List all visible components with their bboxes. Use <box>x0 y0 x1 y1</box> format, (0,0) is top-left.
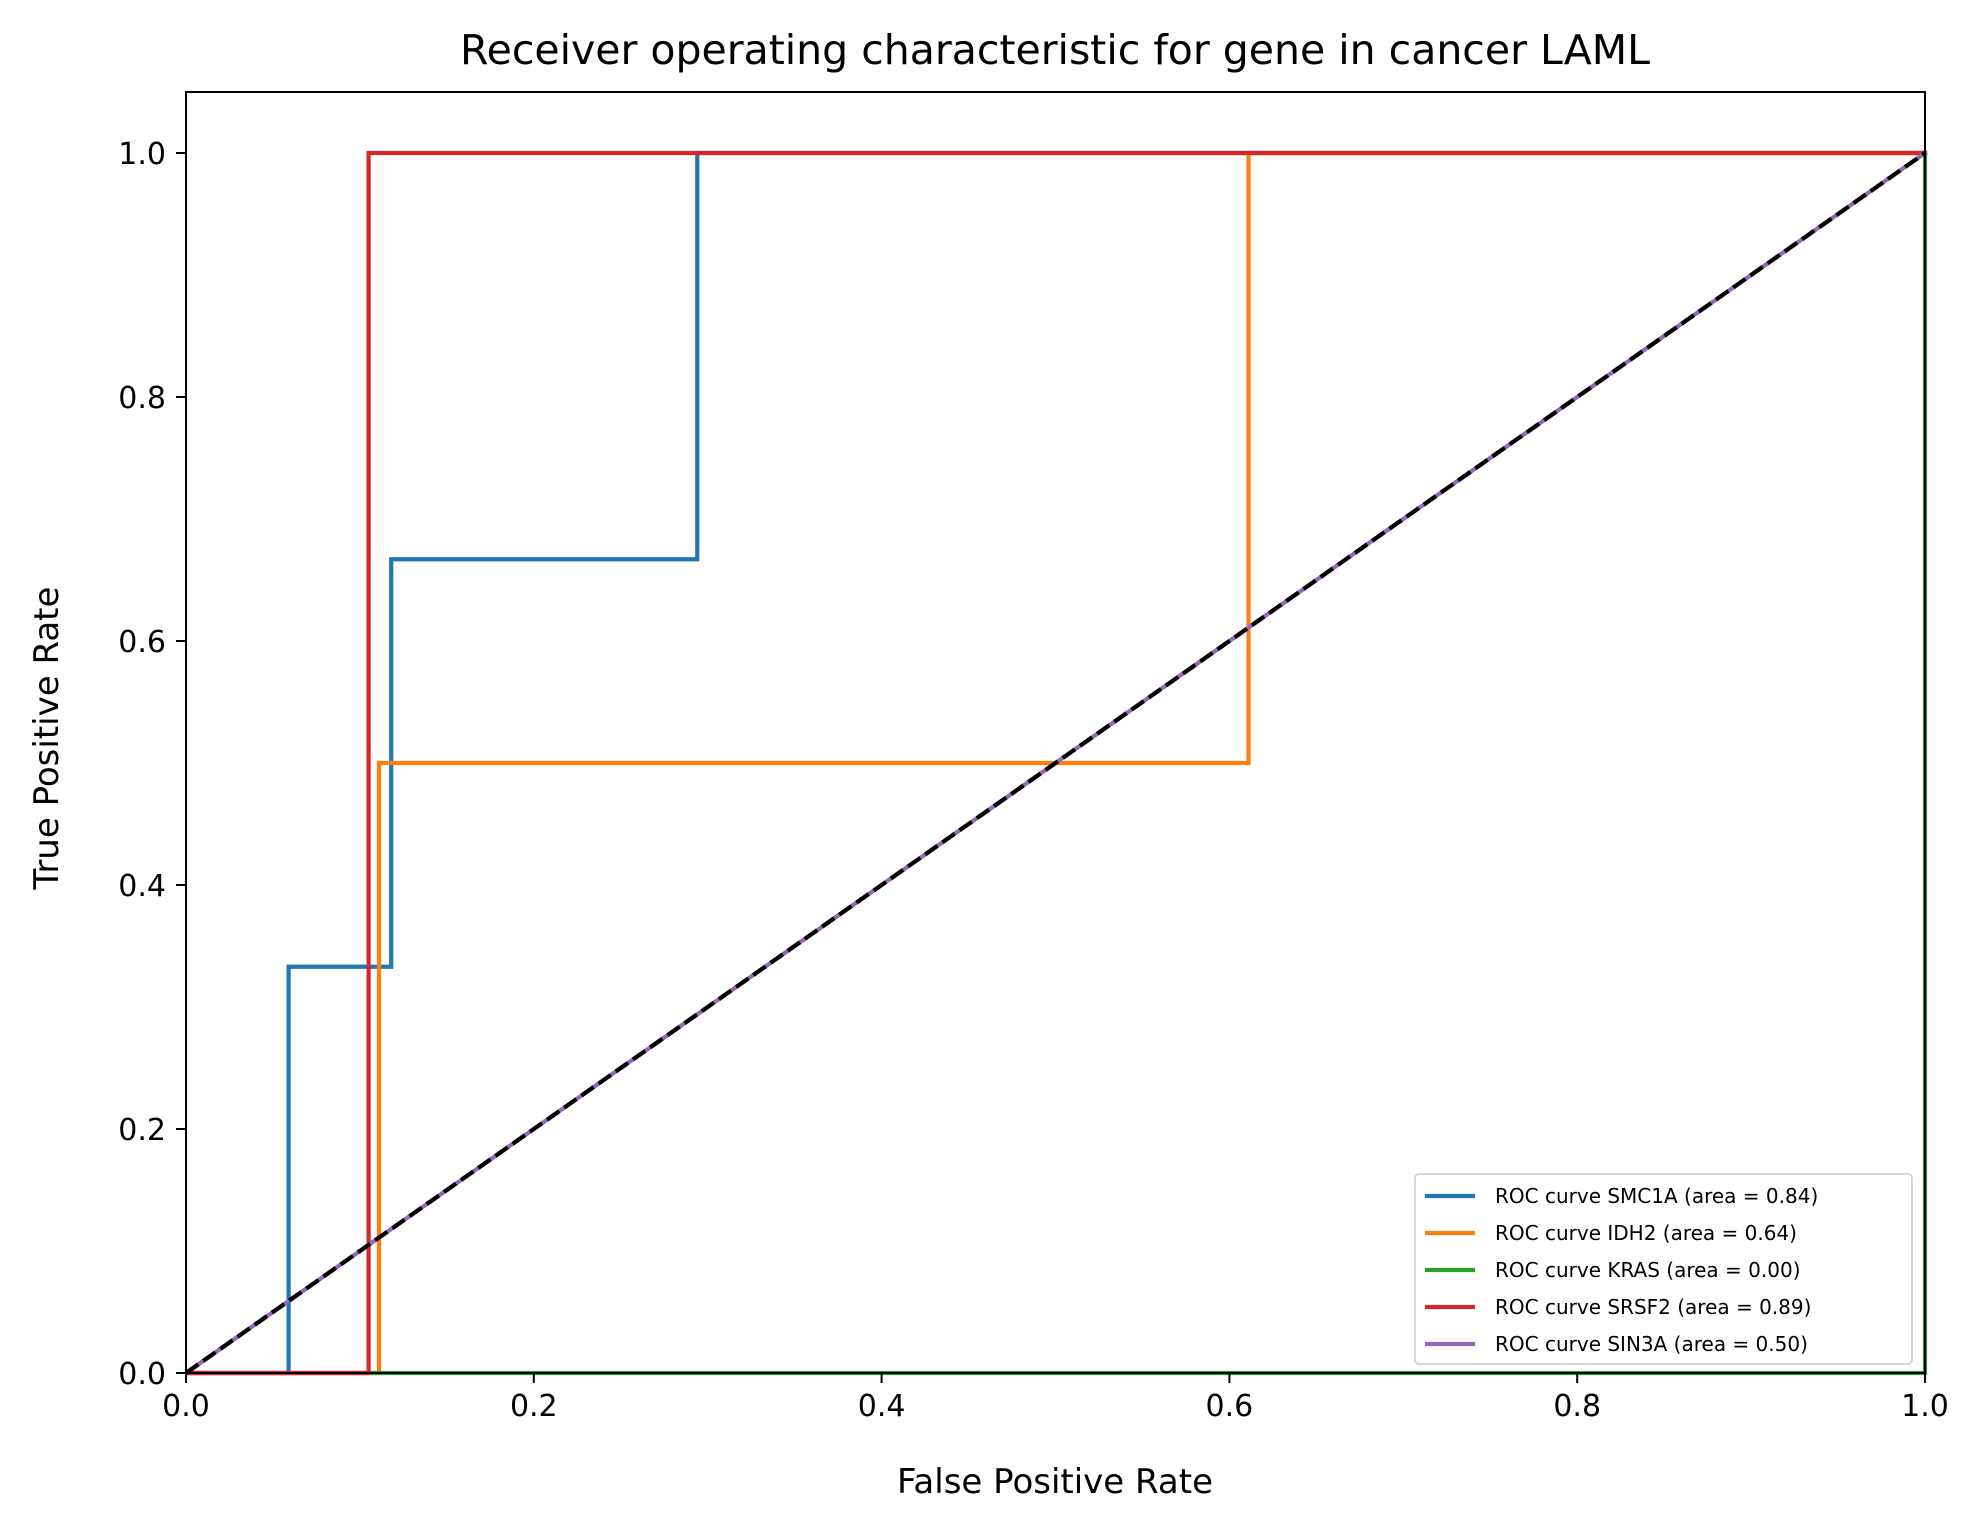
x-axis-label: False Positive Rate <box>897 1462 1213 1502</box>
chart-title: Receiver operating characteristic for ge… <box>460 26 1650 74</box>
y-tick-label: 0.4 <box>118 869 166 904</box>
legend-label-1: ROC curve SMC1A (area = 0.84) <box>1495 1184 1818 1208</box>
x-tick-label: 0.2 <box>510 1389 558 1424</box>
x-tick-label: 0.4 <box>858 1389 906 1424</box>
y-axis-label: True Positive Rate <box>27 587 67 891</box>
legend: ROC curve SMC1A (area = 0.84) ROC curve I… <box>1414 1173 1913 1365</box>
x-tick-label: 0.8 <box>1553 1389 1601 1424</box>
legend-label-5: ROC curve SIN3A (area = 0.50) <box>1495 1332 1808 1356</box>
y-tick-label: 0.2 <box>118 1113 166 1148</box>
x-tick-label: 0.6 <box>1206 1389 1254 1424</box>
legend-box <box>1414 1173 1913 1365</box>
y-tick-label: 1.0 <box>118 137 166 172</box>
x-tick-label: 1.0 <box>1901 1389 1949 1424</box>
legend-label-2: ROC curve IDH2 (area = 0.64) <box>1495 1221 1797 1245</box>
y-tick-label: 0.8 <box>118 381 166 416</box>
reference-diagonal-line <box>186 151 1927 1375</box>
legend-label-4: ROC curve SRSF2 (area = 0.89) <box>1495 1295 1811 1319</box>
legend-label-3: ROC curve KRAS (area = 0.00) <box>1495 1258 1801 1282</box>
axes: 0.0 0.2 0.4 0.6 0.8 1.0 0.0 0.2 0.4 0.6 0.8 1.0 <box>118 91 1949 1424</box>
y-tick-label: 0.0 <box>118 1357 166 1392</box>
y-tick-label: 0.6 <box>118 625 166 660</box>
plot-frame <box>185 91 1926 1374</box>
x-tick-label: 0.0 <box>162 1389 210 1424</box>
